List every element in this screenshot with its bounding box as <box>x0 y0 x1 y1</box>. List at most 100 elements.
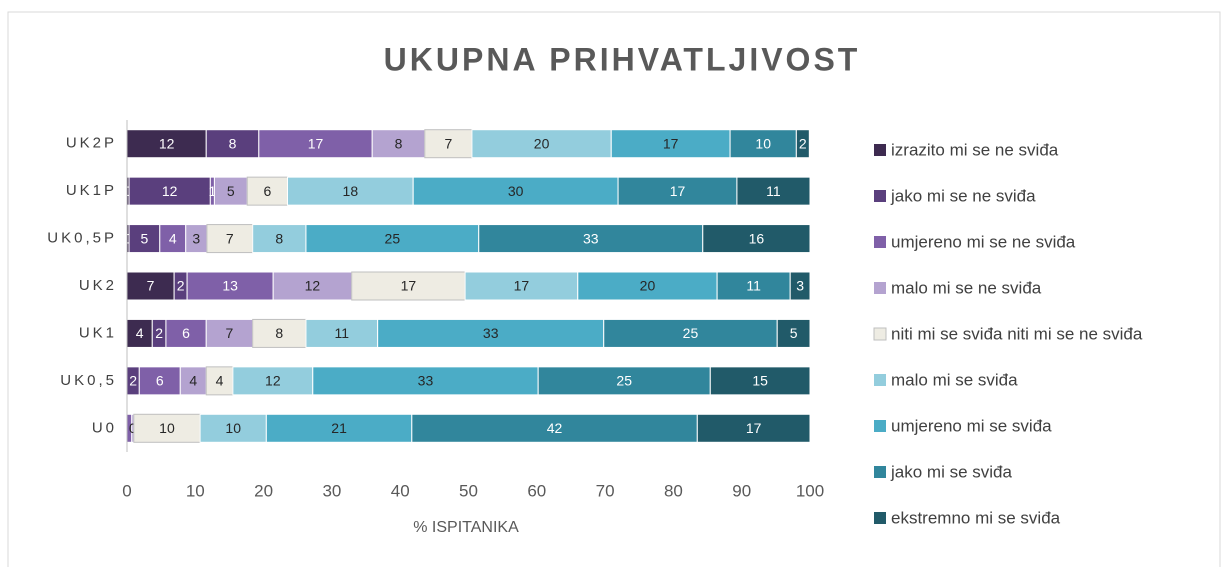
data-label: 0 <box>129 420 137 436</box>
data-label: 4 <box>189 373 197 389</box>
data-label: 12 <box>162 183 178 199</box>
legend-label: umjereno mi se sviđa <box>891 416 1052 435</box>
bar-segment <box>186 271 274 301</box>
x-tick-label: 10 <box>186 481 205 500</box>
data-label: 8 <box>229 135 237 151</box>
bar-segment <box>138 366 181 396</box>
bar-segment <box>795 129 810 159</box>
data-label: 12 <box>265 373 281 389</box>
data-label: 17 <box>401 278 417 294</box>
bar-segment <box>126 129 207 159</box>
data-label: 17 <box>746 420 762 436</box>
data-label: 17 <box>663 135 679 151</box>
data-label: 33 <box>418 373 434 389</box>
data-label: 4 <box>136 325 144 341</box>
data-label: 3 <box>192 230 200 246</box>
legend-swatch <box>874 144 886 156</box>
bar-segment <box>126 318 153 348</box>
bar-segment <box>205 366 234 396</box>
data-label: 10 <box>159 420 175 436</box>
data-label: 15 <box>752 373 768 389</box>
y-tick-label: UK2 <box>79 277 117 294</box>
bar-segment <box>709 366 811 396</box>
data-label: 7 <box>226 230 234 246</box>
legend-label: jako mi se ne sviđa <box>890 186 1036 205</box>
x-tick-label: 70 <box>596 481 615 500</box>
data-label: 2 <box>799 135 807 151</box>
bar-segment <box>776 318 811 348</box>
bar-segment <box>471 129 612 159</box>
x-tick-label: 80 <box>664 481 683 500</box>
bar-segment <box>312 366 539 396</box>
data-label: 5 <box>790 325 798 341</box>
data-label: 25 <box>616 373 632 389</box>
legend-label: niti mi se sviđa niti mi se ne sviđa <box>891 324 1143 343</box>
data-label: 16 <box>749 230 765 246</box>
legend-swatch <box>874 282 886 294</box>
x-tick-label: 100 <box>796 481 824 500</box>
data-label: 17 <box>670 183 686 199</box>
x-axis-label: % ISPITANIKA <box>413 519 519 536</box>
data-label: 5 <box>141 230 149 246</box>
bar-segment <box>736 176 811 206</box>
bar-segment <box>464 271 579 301</box>
data-label: 18 <box>343 183 359 199</box>
bar-segment <box>126 271 175 301</box>
bar-segment <box>199 413 267 443</box>
data-label: 8 <box>275 325 283 341</box>
bar-segment <box>252 224 307 254</box>
legend-label: ekstremno mi se sviđa <box>891 508 1061 527</box>
data-label: 17 <box>514 278 530 294</box>
data-label: 10 <box>225 420 241 436</box>
bar-segment <box>789 271 811 301</box>
bar-segment <box>305 224 480 254</box>
data-label: 0 <box>124 230 132 246</box>
data-label: 25 <box>683 325 699 341</box>
x-tick-label: 20 <box>254 481 273 500</box>
x-tick-label: 0 <box>122 481 131 500</box>
legend-label: umjereno mi se ne sviđa <box>891 232 1076 251</box>
data-label: 0 <box>124 183 132 199</box>
bar-segment <box>179 366 207 396</box>
y-tick-label: UK2P <box>66 135 117 152</box>
bar-segment <box>617 176 738 206</box>
legend-swatch <box>874 512 886 524</box>
bar-segment <box>206 224 254 254</box>
bar-segment <box>272 271 353 301</box>
bar-segment <box>287 176 414 206</box>
bar-segment <box>478 224 704 254</box>
bar-segment <box>128 176 211 206</box>
bar-segment <box>252 318 307 348</box>
data-label: 3 <box>796 278 804 294</box>
data-label: 2 <box>129 373 137 389</box>
data-label: 8 <box>395 135 403 151</box>
bar-segment <box>258 129 373 159</box>
bar-segment <box>371 129 426 159</box>
legend-label: malo mi se sviđa <box>891 370 1018 389</box>
data-label: 4 <box>169 230 177 246</box>
data-label: 4 <box>216 373 224 389</box>
legend-swatch <box>874 374 886 386</box>
data-label: 6 <box>182 325 190 341</box>
bar-segment <box>351 271 466 301</box>
data-label: 21 <box>331 420 347 436</box>
bar-segment <box>377 318 605 348</box>
data-label: 8 <box>275 230 283 246</box>
legend-swatch <box>874 236 886 248</box>
data-label: 20 <box>534 135 550 151</box>
data-label: 42 <box>547 420 563 436</box>
legend-swatch <box>874 466 886 478</box>
legend-swatch <box>873 327 887 341</box>
data-label: 13 <box>222 278 238 294</box>
data-label: 20 <box>640 278 656 294</box>
bar-segment <box>128 224 161 254</box>
data-label: 11 <box>766 183 781 199</box>
x-tick-label: 50 <box>459 481 478 500</box>
data-label: 11 <box>335 325 350 341</box>
legend-swatch <box>874 420 886 432</box>
data-label: 7 <box>147 278 155 294</box>
bar-segment <box>412 176 619 206</box>
x-tick-label: 30 <box>322 481 341 500</box>
data-label: 30 <box>508 183 524 199</box>
